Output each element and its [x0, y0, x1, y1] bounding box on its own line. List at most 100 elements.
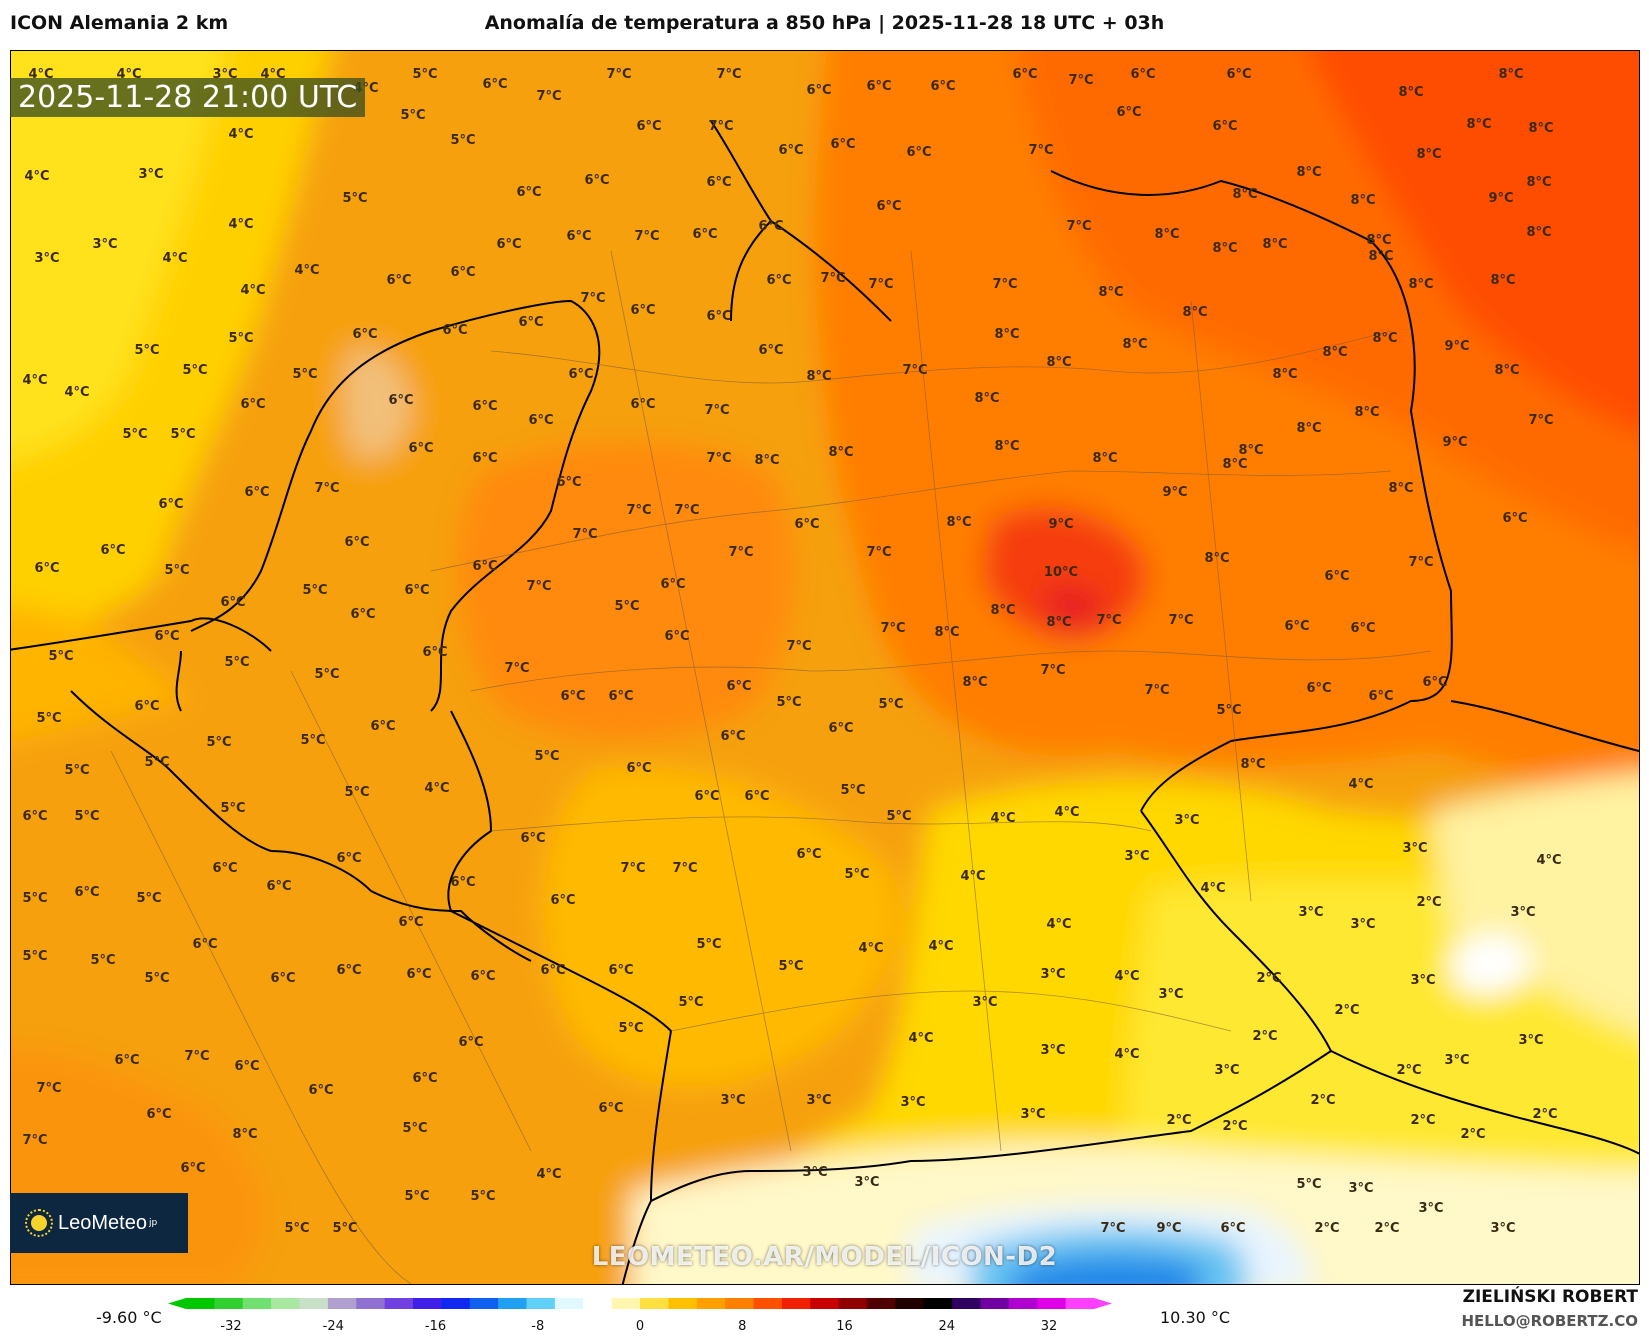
temperature-label: 6°C	[442, 323, 467, 338]
colorbar-swatch	[413, 1298, 442, 1309]
colorbar-swatch	[186, 1298, 215, 1309]
temperature-label: 7°C	[526, 579, 551, 594]
temperature-label: 8°C	[1494, 363, 1519, 378]
colorbar-swatch	[895, 1298, 925, 1309]
temperature-label: 2°C	[1396, 1063, 1421, 1078]
temperature-label: 8°C	[1046, 355, 1071, 370]
temperature-label: 6°C	[158, 497, 183, 512]
temperature-label: 5°C	[170, 427, 195, 442]
temperature-label: 6°C	[1422, 675, 1447, 690]
temperature-label: 4°C	[1536, 853, 1561, 868]
temperature-label: 6°C	[180, 1161, 205, 1176]
temperature-label: 8°C	[1366, 233, 1391, 248]
temperature-label: 3°C	[1402, 841, 1427, 856]
temperature-label: 5°C	[48, 649, 73, 664]
temperature-label: 7°C	[1408, 555, 1433, 570]
colorbar-swatch	[526, 1298, 556, 1309]
temperature-label: 6°C	[350, 607, 375, 622]
temperature-label: 3°C	[806, 1093, 831, 1108]
temperature-label: 6°C	[568, 367, 593, 382]
temperature-label: 8°C	[1272, 367, 1297, 382]
temperature-label: 6°C	[830, 137, 855, 152]
temperature-label: 7°C	[1144, 683, 1169, 698]
temperature-label: 6°C	[270, 971, 295, 986]
temperature-label: 6°C	[598, 1101, 623, 1116]
temperature-label: 6°C	[828, 721, 853, 736]
temperature-label: 6°C	[34, 561, 59, 576]
temperature-label: 8°C	[1296, 165, 1321, 180]
temperature-label: 3°C	[1418, 1201, 1443, 1216]
temperature-label: 7°C	[716, 67, 741, 82]
temperature-label: 5°C	[450, 133, 475, 148]
temperature-label: 8°C	[1154, 227, 1179, 242]
temperature-label: 6°C	[906, 145, 931, 160]
colorbar-min-label: -9.60 °C	[96, 1308, 162, 1327]
source-watermark: LEOMETEO.AR/MODEL/ICON-D2	[591, 1242, 1058, 1272]
temperature-label: 5°C	[136, 891, 161, 906]
temperature-label: 3°C	[1214, 1063, 1239, 1078]
temperature-label: 3°C	[92, 237, 117, 252]
colorbar-swatch	[781, 1298, 811, 1309]
logo-text: LeoMeteo	[58, 1211, 147, 1234]
temperature-label: 7°C	[674, 503, 699, 518]
temperature-label: 5°C	[342, 191, 367, 206]
temperature-label: 8°C	[1388, 481, 1413, 496]
temperature-label: 6°C	[1116, 105, 1141, 120]
temperature-label: 8°C	[1212, 241, 1237, 256]
region-borders	[110, 250, 1432, 1284]
temperature-label: 5°C	[300, 733, 325, 748]
temperature-label: 8°C	[946, 515, 971, 530]
temperature-label: 7°C	[504, 661, 529, 676]
temperature-label: 6°C	[344, 535, 369, 550]
temperature-label: 3°C	[972, 995, 997, 1010]
temperature-label: 6°C	[408, 441, 433, 456]
temperature-label: 8°C	[1122, 337, 1147, 352]
colorbar-swatch	[498, 1298, 527, 1309]
colorbar-swatch	[753, 1298, 783, 1309]
temperature-label: 7°C	[992, 277, 1017, 292]
temperature-label: 6°C	[796, 847, 821, 862]
colorbar-high-arrow	[1094, 1298, 1112, 1309]
temperature-label: 8°C	[1350, 193, 1375, 208]
temperature-label: 9°C	[1442, 435, 1467, 450]
temperature-label: 6°C	[706, 309, 731, 324]
temperature-label: 6°C	[1324, 569, 1349, 584]
temperature-label: 8°C	[232, 1127, 257, 1142]
temperature-label: 3°C	[1174, 813, 1199, 828]
temperature-label: 5°C	[840, 783, 865, 798]
temperature-label: 8°C	[1398, 85, 1423, 100]
temperature-label: 8°C	[828, 445, 853, 460]
temperature-label: 7°C	[314, 481, 339, 496]
temperature-label: 5°C	[844, 867, 869, 882]
temperature-label: 8°C	[1368, 249, 1393, 264]
temperature-label: 6°C	[1012, 67, 1037, 82]
temperature-label: 5°C	[614, 599, 639, 614]
temperature-label: 5°C	[144, 971, 169, 986]
anomaly-field	[11, 51, 1639, 1284]
temperature-label: 6°C	[608, 963, 633, 978]
leometeo-logo[interactable]: LeoMeteo jp	[10, 1193, 188, 1253]
temperature-label: 6°C	[694, 789, 719, 804]
temperature-label: 6°C	[518, 315, 543, 330]
temperature-label: 8°C	[974, 391, 999, 406]
temperature-label: 8°C	[1322, 345, 1347, 360]
temperature-label: 5°C	[332, 1221, 357, 1236]
temperature-label: 6°C	[386, 273, 411, 288]
temperature-label: 5°C	[776, 695, 801, 710]
temperature-label: 2°C	[1416, 895, 1441, 910]
temperature-label: 5°C	[228, 331, 253, 346]
temperature-label: 8°C	[1182, 305, 1207, 320]
author-email[interactable]: HELLO@ROBERTZ.CO	[1461, 1312, 1638, 1330]
colorbar-tick-label: 8	[738, 1319, 746, 1334]
temperature-label: 5°C	[224, 655, 249, 670]
temperature-label: 5°C	[292, 367, 317, 382]
temperature-label: 4°C	[64, 385, 89, 400]
colorbar-swatch	[441, 1298, 471, 1309]
colorbar-tick-label: -8	[531, 1319, 544, 1334]
colorbar-swatch	[810, 1298, 840, 1309]
temperature-label: 2°C	[1334, 1003, 1359, 1018]
colorbar-swatch	[1037, 1298, 1067, 1309]
temperature-label: 6°C	[22, 809, 47, 824]
model-title: ICON Alemania 2 km	[10, 12, 229, 34]
colorbar-swatch	[980, 1298, 1010, 1309]
